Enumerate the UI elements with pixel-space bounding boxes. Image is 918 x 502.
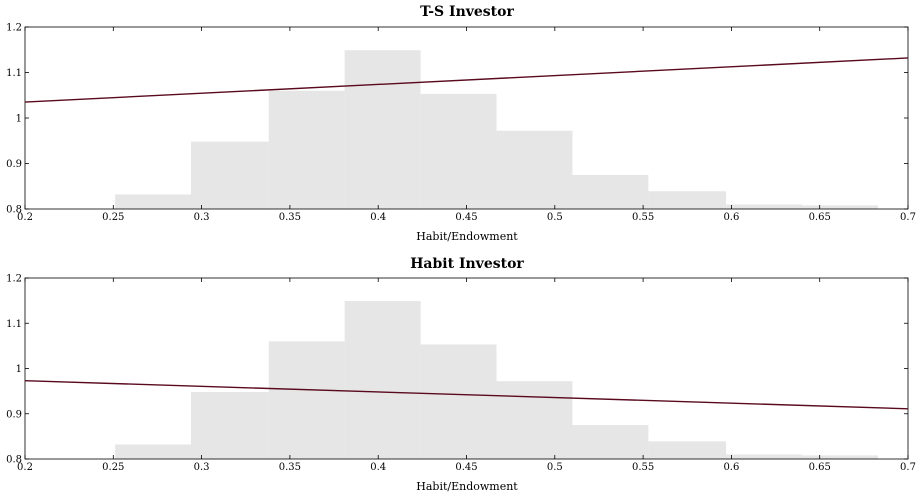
- chart-title: T-S Investor: [420, 4, 514, 20]
- histogram-bar: [802, 455, 878, 459]
- histogram-bar: [115, 444, 192, 459]
- histogram-bar: [420, 344, 497, 459]
- x-tick-label: 0.3: [194, 212, 210, 223]
- histogram-bar: [572, 174, 649, 209]
- x-tick-label: 0.65: [809, 462, 831, 473]
- histogram-bar: [420, 93, 497, 209]
- x-tick-label: 0.55: [632, 212, 654, 223]
- histogram-bar: [191, 141, 269, 209]
- x-tick-label: 0.5: [547, 212, 563, 223]
- histogram-bar: [496, 381, 573, 459]
- x-tick-label: 0.2: [17, 462, 33, 473]
- y-tick-label: 1.2: [6, 23, 22, 34]
- y-tick-label: 1.1: [6, 68, 22, 79]
- y-tick-label: 0.9: [6, 409, 22, 420]
- x-axis-label: Habit/Endowment: [416, 230, 518, 243]
- x-tick-label: 0.7: [900, 462, 916, 473]
- x-tick-label: 0.25: [102, 212, 124, 223]
- histogram-bar: [191, 392, 269, 459]
- x-tick-label: 0.25: [102, 462, 124, 473]
- histogram-bar: [726, 204, 803, 209]
- x-tick-label: 0.65: [809, 212, 831, 223]
- x-tick-label: 0.35: [279, 212, 301, 223]
- x-tick-label: 0.45: [455, 462, 477, 473]
- x-tick-label: 0.6: [723, 212, 739, 223]
- chart-panel-habit-investor: Habit Investor Habit/Endowment 0.2 0.25 0.…: [6, 256, 916, 493]
- histogram-bar: [268, 341, 345, 459]
- x-tick-label: 0.45: [455, 212, 477, 223]
- histogram-bar: [648, 441, 727, 459]
- y-tick-label: 1: [16, 364, 22, 375]
- x-tick-label: 0.55: [632, 462, 654, 473]
- y-tick-label: 1.2: [6, 274, 22, 285]
- chart-title: Habit Investor: [410, 256, 524, 272]
- x-tick-label: 0.3: [194, 462, 210, 473]
- histogram-bar: [572, 425, 649, 459]
- series-line: [24, 380, 909, 410]
- x-axis-label: Habit/Endowment: [416, 480, 518, 493]
- series-line: [24, 57, 909, 103]
- histogram-bar: [496, 130, 573, 209]
- x-tick-label: 0.35: [279, 462, 301, 473]
- x-tick-label: 0.4: [370, 212, 386, 223]
- x-tick-label: 0.6: [723, 462, 739, 473]
- histogram-bar: [648, 191, 727, 209]
- histogram-bar: [344, 301, 421, 459]
- x-tick-label: 0.5: [547, 462, 563, 473]
- histogram-bar: [115, 194, 192, 209]
- y-tick-label: 0.8: [6, 455, 22, 466]
- x-tick-label: 0.2: [17, 212, 33, 223]
- y-tick-label: 0.9: [6, 159, 22, 170]
- x-tick-label: 0.4: [370, 462, 386, 473]
- x-tick-label: 0.7: [900, 212, 916, 223]
- y-tick-label: 1.1: [6, 319, 22, 330]
- y-tick-label: 1: [16, 114, 22, 125]
- y-tick-label: 0.8: [6, 205, 22, 216]
- histogram-bar: [726, 454, 803, 459]
- histogram-bar: [268, 90, 345, 209]
- histogram-bar: [344, 50, 421, 209]
- chart-panel-ts-investor: T-S Investor Habit/Endowment 0.2 0.25 0.3 0…: [6, 4, 916, 243]
- histogram-bar: [802, 205, 878, 209]
